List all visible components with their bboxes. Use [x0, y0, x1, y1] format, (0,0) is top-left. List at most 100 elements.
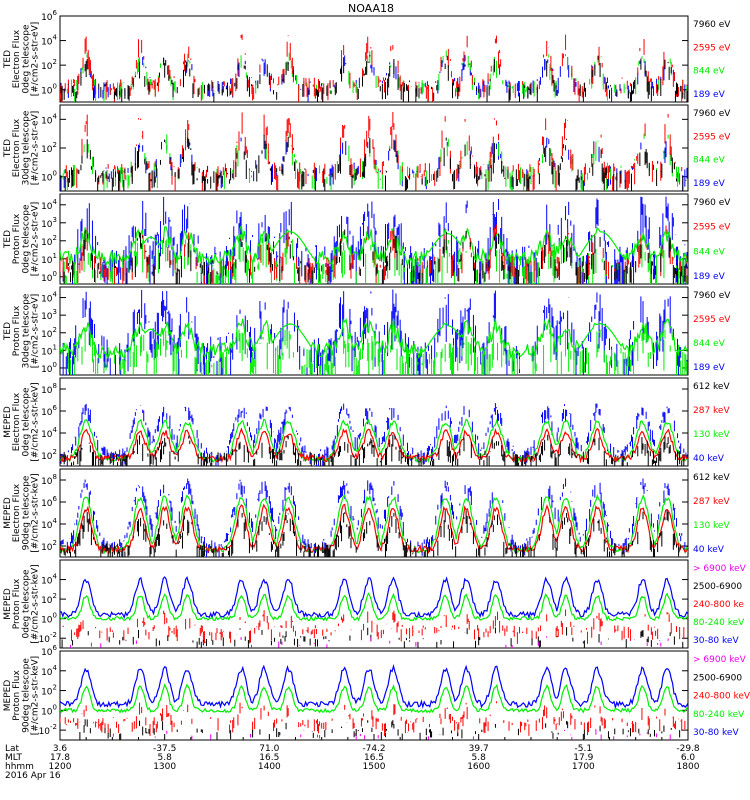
y-tick-label: 108 — [41, 382, 57, 396]
legend-entry: 40 keV — [693, 545, 725, 555]
legend-entry: 80-240 keV — [693, 618, 745, 628]
y-tick-label: 102 — [41, 539, 57, 553]
legend-entry: 2595 eV — [693, 43, 731, 53]
panel-frame — [59, 468, 689, 558]
y-axis-label: MEPEDElectron Flux90deg telescope[#/cm2-… — [3, 473, 41, 552]
y-tick-label: 108 — [41, 473, 57, 487]
legend-entry: 7960 eV — [693, 291, 731, 301]
series-magenta — [69, 636, 669, 648]
y-axis-label: TEDElectron Flux0deg telescope[#/cm2-s-s… — [3, 22, 41, 97]
series-black — [60, 54, 688, 102]
y-tick-label: 10-2 — [39, 723, 57, 737]
legend-entry: 2595 eV — [693, 223, 731, 233]
series-green — [60, 317, 688, 360]
y-tick-label: 104 — [41, 573, 57, 587]
legend-entry: 30-80 keV — [693, 728, 739, 738]
series-green — [66, 50, 688, 102]
panel-data — [60, 478, 688, 557]
y-tick-label: 100 — [41, 612, 57, 626]
y-tick-label: 106 — [41, 9, 57, 23]
y-tick-label: 101 — [41, 252, 57, 266]
panel-frame — [59, 15, 689, 103]
series-black — [60, 134, 687, 191]
legend-entry: > 6900 keV — [693, 655, 747, 665]
y-tick-label: 102 — [41, 141, 57, 155]
series-green — [60, 683, 688, 714]
y-tick-label: 100 — [41, 83, 57, 97]
y-tick-label: 104 — [41, 34, 57, 48]
legend-entry: 240-800 ke — [693, 600, 744, 610]
legend-entry: 612 keV — [693, 382, 730, 392]
legend-entry: 844 eV — [693, 156, 726, 166]
y-tick-label: 102 — [41, 684, 57, 698]
y-axis-label: MEPEDProton Flux90deg telescope[#/cm2-s-… — [3, 656, 41, 735]
y-tick-label: 106 — [41, 404, 57, 418]
legend-entry: 189 eV — [693, 179, 726, 189]
y-tick-label: 100 — [41, 361, 57, 375]
y-tick-label: 106 — [41, 644, 57, 658]
legend-entry: 130 keV — [693, 430, 730, 440]
legend-entry: 844 eV — [693, 247, 726, 257]
y-tick-label: 100 — [41, 270, 57, 284]
legend-entry: 189 eV — [693, 272, 726, 282]
y-tick-label: 102 — [41, 234, 57, 248]
series-black — [60, 434, 685, 466]
series-blue — [60, 575, 688, 620]
legend-entry: 7960 eV — [693, 198, 731, 208]
y-tick-label: 104 — [41, 112, 57, 126]
y-axis-label: TEDProton Flux0deg telescope[#/cm2-s-str… — [3, 202, 41, 277]
series-green-spikes — [67, 324, 688, 375]
legend-entry: 2595 eV — [693, 132, 731, 142]
legend-entry: 7960 eV — [693, 20, 731, 30]
y-tick-label: 104 — [41, 291, 57, 305]
series-black — [60, 229, 687, 284]
series-red — [62, 609, 685, 644]
y-tick-label: 100 — [41, 170, 57, 184]
y-axis-label: MEPEDElectron Flux0deg telescope[#/cm2-s… — [3, 382, 41, 461]
legend-entry: 2500-6900 — [693, 673, 742, 683]
y-tick-label: 102 — [41, 448, 57, 462]
legend-entry: 130 keV — [693, 521, 730, 531]
panel-data — [60, 111, 688, 191]
panel-frame — [59, 377, 689, 467]
series-green — [60, 493, 688, 555]
y-tick-label: 102 — [41, 592, 57, 606]
y-tick-label: 104 — [41, 517, 57, 531]
y-tick-label: 104 — [41, 426, 57, 440]
y-tick-label: 103 — [41, 308, 57, 322]
series-red — [60, 34, 688, 102]
y-tick-label: 104 — [41, 198, 57, 212]
series-blue — [60, 663, 688, 710]
legend-entry: 80-240 keV — [693, 710, 745, 720]
legend-entry: 189 eV — [693, 363, 726, 373]
legend-entry: 2500-6900 — [693, 582, 742, 592]
series-green — [60, 592, 688, 622]
y-axis-label: TEDElectron Flux30deg telescope[#/cm2-s-… — [3, 110, 41, 185]
legend-entry: 2595 eV — [693, 315, 731, 325]
panel-data — [60, 663, 688, 740]
y-tick-label: 104 — [41, 664, 57, 678]
panel-data — [60, 34, 688, 102]
legend-entry: 287 keV — [693, 497, 730, 507]
y-tick-label: 101 — [41, 343, 57, 357]
legend-entry: > 6900 keV — [693, 564, 747, 574]
series-red — [65, 111, 683, 191]
panel-data — [60, 575, 688, 648]
legend-entry: 844 eV — [693, 67, 726, 77]
panel-frame — [59, 286, 689, 376]
legend-entry: 7960 eV — [693, 109, 731, 119]
legend-entry: 844 eV — [693, 339, 726, 349]
panel-data — [60, 196, 688, 284]
panel-data — [60, 289, 688, 375]
panel-frame — [59, 559, 689, 649]
legend-entry: 40 keV — [693, 454, 725, 464]
y-tick-label: 106 — [41, 495, 57, 509]
